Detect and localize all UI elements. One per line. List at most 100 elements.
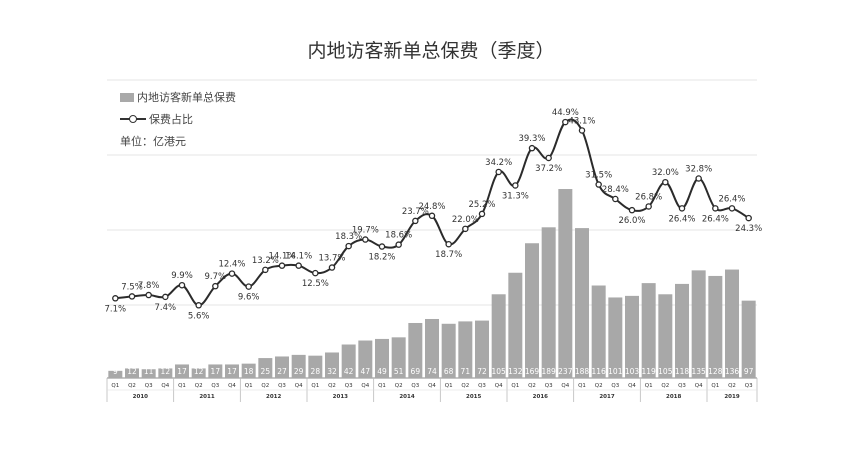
bar [575, 228, 589, 378]
line-point [412, 217, 419, 225]
line-value-label: 7.5% [121, 282, 143, 292]
line-value-label: 22.0% [452, 215, 479, 225]
x-tick-label: Q4 [495, 383, 503, 389]
line-point [145, 291, 152, 299]
line-point [395, 241, 402, 248]
x-tick-label: Q4 [161, 383, 169, 389]
bar-value-label: 28 [311, 367, 321, 376]
legend-line-label: 保费占比 [149, 113, 193, 126]
x-tick-label: Q1 [578, 383, 586, 389]
line-point [245, 283, 252, 290]
bar-value-label: 12 [127, 367, 137, 376]
bar-value-label: 18 [244, 367, 254, 376]
bar [291, 354, 306, 378]
x-tick-label: Q3 [411, 383, 419, 389]
legend-bar-swatch [120, 92, 134, 102]
bar-value-label: 51 [394, 367, 404, 376]
line-value-label: 13.2% [252, 256, 279, 266]
bar-value-label: 188 [575, 367, 590, 376]
year-label: 2010 [133, 394, 148, 400]
bar-value-label: 132 [508, 367, 523, 376]
line-point [262, 266, 269, 274]
x-tick-label: Q3 [211, 383, 219, 389]
line-value-label: 9.7% [205, 272, 227, 282]
x-tick-label: Q1 [711, 383, 719, 389]
bar [525, 243, 539, 378]
bar-value-label: 29 [294, 367, 304, 376]
bar-value-label: 118 [675, 367, 690, 376]
bar-value-label: 17 [211, 367, 221, 376]
line-value-label: 18.7% [435, 250, 462, 260]
bar [475, 320, 489, 378]
x-tick-label: Q4 [361, 383, 369, 389]
year-label: 2019 [724, 394, 739, 400]
bar [191, 368, 206, 378]
bar [241, 363, 256, 378]
bar [641, 283, 656, 378]
bar [691, 270, 706, 378]
bar-value-label: 9 [113, 367, 118, 376]
line-value-label: 32.8% [685, 164, 712, 174]
bar [558, 189, 573, 378]
x-tick-label: Q1 [178, 383, 186, 389]
bar-value-label: 128 [708, 367, 723, 376]
line-value-label: 18.3% [335, 232, 362, 242]
line-point [178, 281, 186, 289]
x-tick-label: Q1 [511, 383, 519, 389]
unit-label: 单位：亿港元 [120, 135, 186, 148]
bar [441, 323, 456, 378]
line-point [295, 262, 302, 269]
line-point [328, 264, 336, 271]
x-tick-label: Q3 [345, 383, 353, 389]
line-value-label: 37.2% [535, 164, 562, 174]
bar-value-label: 97 [744, 367, 754, 376]
line-point [462, 225, 469, 233]
bar-value-label: 25 [261, 367, 271, 376]
bar-value-label: 101 [608, 367, 623, 376]
bar [725, 269, 739, 378]
line-value-label: 26.4% [702, 214, 729, 224]
bar [508, 272, 523, 378]
line-value-label: 7.8% [138, 281, 160, 291]
year-label: 2013 [333, 394, 348, 400]
bar [341, 344, 356, 378]
line-value-label: 24.8% [418, 202, 445, 212]
bar-value-label: 169 [525, 367, 540, 376]
bar-value-label: 105 [658, 367, 673, 376]
bar-value-label: 237 [558, 367, 573, 376]
x-tick-label: Q4 [295, 383, 303, 389]
year-label: 2016 [533, 394, 548, 400]
bar [308, 355, 323, 378]
x-tick-label: Q2 [728, 383, 736, 389]
bar-value-label: 17 [227, 367, 237, 376]
line-point [745, 214, 752, 222]
year-label: 2011 [199, 394, 214, 400]
year-label: 2015 [466, 394, 481, 400]
line-value-label: 23.7% [402, 207, 429, 217]
x-tick-label: Q2 [261, 383, 269, 389]
bar [408, 322, 423, 378]
line-value-label: 18.2% [368, 253, 395, 263]
line-point [595, 181, 602, 188]
x-tick-label: Q3 [278, 383, 286, 389]
bar [141, 369, 156, 378]
line-value-label: 34.2% [485, 158, 512, 168]
x-tick-label: Q1 [378, 383, 386, 389]
year-label: 2017 [599, 394, 614, 400]
legend-item-bar: 内地访客新单总保费 [120, 86, 236, 108]
line-value-label: 14.1% [268, 252, 295, 262]
bar [591, 285, 606, 378]
x-tick-label: Q2 [595, 383, 603, 389]
line-point [695, 175, 702, 182]
line-point [345, 242, 352, 250]
line-point [378, 243, 386, 250]
bar-value-label: 27 [277, 367, 287, 376]
line-value-label: 24.3% [735, 224, 762, 234]
line-value-label: 44.9% [552, 108, 579, 118]
line-value-label: 26.4% [668, 214, 695, 224]
line-value-label: 13.7% [318, 254, 345, 264]
bar-value-label: 74 [427, 367, 437, 376]
line-value-label: 25.2% [468, 200, 495, 210]
chart-title: 内地访客新单总保费（季度） [307, 40, 555, 62]
